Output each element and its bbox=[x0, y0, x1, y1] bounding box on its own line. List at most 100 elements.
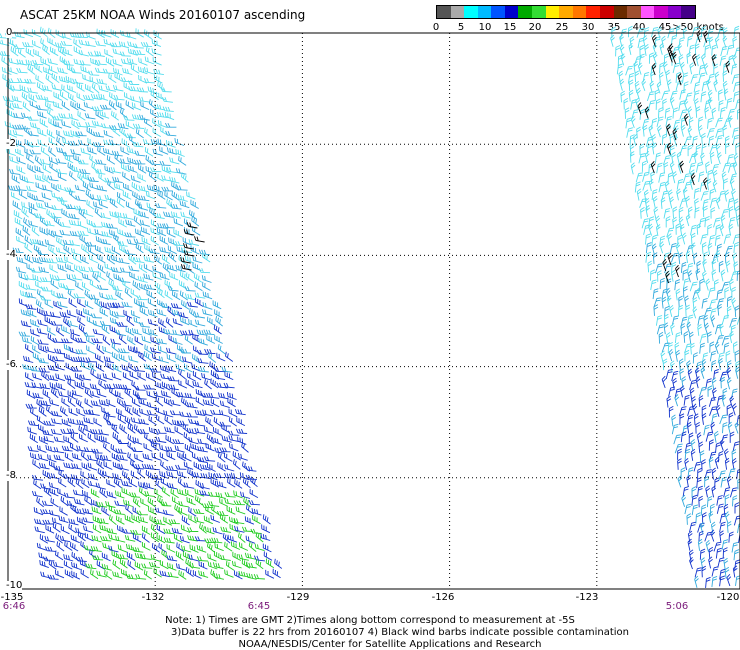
wind-barb bbox=[84, 113, 96, 120]
wind-barb bbox=[692, 306, 698, 319]
wind-barb bbox=[672, 128, 678, 141]
wind-barb bbox=[25, 372, 34, 382]
wind-barb bbox=[71, 165, 82, 173]
wind-barb bbox=[120, 58, 132, 65]
wind-barb bbox=[693, 81, 701, 93]
wind-barb bbox=[695, 106, 701, 118]
wind-barb bbox=[207, 316, 216, 326]
wind-barb bbox=[697, 538, 703, 551]
wind-barb bbox=[59, 311, 71, 318]
wind-barb bbox=[64, 187, 76, 193]
wind-barb bbox=[708, 396, 717, 407]
wind-barb bbox=[39, 277, 52, 283]
wind-barb bbox=[90, 400, 102, 407]
wind-barb bbox=[109, 197, 118, 208]
wind-barb bbox=[77, 159, 89, 165]
wind-barb bbox=[90, 429, 102, 435]
wind-barb bbox=[629, 151, 635, 163]
wind-barb bbox=[61, 84, 70, 94]
wind-barb bbox=[77, 139, 89, 147]
wind-barb bbox=[29, 149, 41, 155]
wind-barb bbox=[100, 435, 110, 445]
wind-barb bbox=[648, 52, 654, 64]
wind-barb bbox=[137, 66, 148, 75]
wind-barb bbox=[682, 173, 691, 184]
wind-barb bbox=[37, 357, 49, 364]
wind-barb bbox=[183, 243, 194, 250]
wind-barb bbox=[156, 227, 167, 237]
wind-barb bbox=[196, 329, 208, 336]
wind-barb bbox=[723, 487, 731, 498]
wind-barb bbox=[63, 492, 75, 499]
wind-barb bbox=[63, 244, 72, 255]
wind-barb bbox=[652, 288, 659, 300]
wind-barb bbox=[87, 462, 98, 471]
wind-barb bbox=[133, 366, 146, 372]
wind-barb bbox=[144, 127, 152, 138]
wind-barb bbox=[170, 303, 182, 309]
wind-barb bbox=[98, 379, 107, 390]
wind-barb bbox=[699, 548, 706, 560]
wind-barb bbox=[56, 168, 68, 175]
wind-barb bbox=[221, 423, 230, 434]
wind-barb bbox=[718, 89, 723, 101]
wind-barb bbox=[101, 324, 110, 335]
wind-barb bbox=[665, 69, 671, 82]
wind-barb bbox=[32, 59, 44, 66]
wind-barb bbox=[691, 504, 699, 516]
wind-barb bbox=[77, 230, 89, 236]
wind-barb bbox=[726, 360, 732, 372]
wind-barb bbox=[723, 178, 728, 190]
wind-barb bbox=[166, 147, 177, 155]
wind-barb bbox=[51, 72, 60, 84]
wind-barb bbox=[232, 459, 241, 470]
wind-barb bbox=[154, 254, 163, 265]
wind-barb bbox=[658, 181, 666, 193]
wind-barb bbox=[12, 200, 21, 210]
wind-barb bbox=[703, 177, 708, 190]
wind-barb bbox=[141, 335, 152, 344]
wind-barb bbox=[695, 422, 701, 434]
wind-barb bbox=[106, 223, 118, 229]
wind-barb bbox=[181, 299, 190, 310]
wind-barb bbox=[52, 120, 63, 129]
wind-barb bbox=[85, 563, 97, 570]
wind-barb bbox=[39, 560, 49, 569]
wind-barb bbox=[78, 265, 89, 273]
wind-barb bbox=[123, 499, 134, 507]
wind-barb bbox=[132, 463, 144, 470]
wind-barb bbox=[58, 113, 70, 119]
wind-barb bbox=[713, 541, 722, 552]
wind-barb bbox=[216, 480, 227, 489]
wind-barb bbox=[665, 216, 671, 228]
wind-barb bbox=[139, 306, 149, 317]
wind-barb bbox=[40, 146, 50, 157]
wind-barb bbox=[669, 90, 678, 101]
wind-barb bbox=[111, 550, 121, 560]
wind-barb bbox=[675, 25, 681, 37]
wind-barb bbox=[105, 57, 115, 67]
wind-barb bbox=[37, 110, 47, 119]
wind-barb bbox=[125, 573, 138, 580]
wind-barb bbox=[140, 498, 150, 507]
wind-barb bbox=[155, 436, 167, 443]
wind-barb bbox=[97, 517, 109, 525]
wind-barb bbox=[138, 185, 149, 193]
wind-barb bbox=[77, 316, 86, 327]
wind-barb bbox=[675, 288, 681, 301]
wind-barb bbox=[69, 442, 79, 452]
wind-barb bbox=[60, 525, 70, 535]
wind-barb bbox=[175, 464, 187, 470]
wind-barb bbox=[16, 67, 28, 74]
wind-barb bbox=[699, 181, 707, 192]
wind-barb bbox=[100, 238, 111, 245]
wind-barb bbox=[717, 303, 723, 316]
wind-barb bbox=[94, 207, 103, 219]
wind-barb bbox=[662, 258, 668, 272]
wind-barb bbox=[27, 426, 37, 435]
wind-barb bbox=[127, 559, 136, 571]
wind-barb bbox=[82, 517, 94, 524]
wind-barb bbox=[51, 205, 63, 211]
wind-barb bbox=[711, 467, 717, 480]
